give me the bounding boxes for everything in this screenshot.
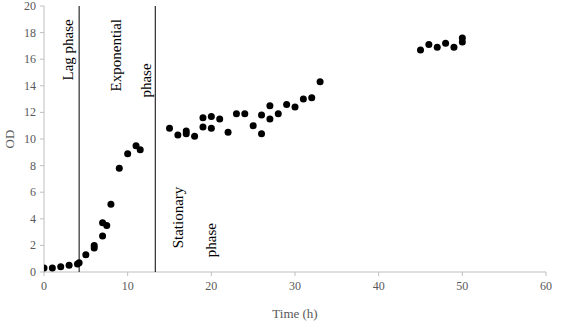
x-tick-label: 60 (540, 279, 552, 293)
x-tick-label: 40 (373, 279, 385, 293)
x-axis-label: Time (h) (272, 306, 317, 321)
y-tick-label: 2 (30, 238, 36, 252)
data-point (417, 46, 424, 53)
data-point (275, 110, 282, 117)
x-tick-label: 50 (456, 279, 468, 293)
data-point (57, 263, 64, 270)
data-point (103, 222, 110, 229)
data-point (199, 114, 206, 121)
phase-boundary (155, 6, 156, 272)
data-point (258, 112, 265, 119)
x-tick-label: 30 (289, 279, 301, 293)
data-point (166, 125, 173, 132)
y-tick-label: 14 (24, 79, 36, 93)
y-tick (40, 32, 44, 33)
x-tick (295, 272, 296, 276)
y-tick (40, 59, 44, 60)
x-tick-label: 20 (205, 279, 217, 293)
y-tick (40, 192, 44, 193)
plot-area (44, 6, 466, 272)
data-point (241, 110, 248, 117)
data-point (199, 124, 206, 131)
y-tick (40, 272, 44, 273)
y-tick-label: 10 (24, 132, 36, 146)
x-tick-label: 10 (122, 279, 134, 293)
x-tick (127, 272, 128, 276)
chart: 0 10 20 30 40 50 60 0 2 4 6 8 10 12 14 16 18 20 Time (h) OD… (0, 0, 567, 335)
data-point (434, 44, 441, 51)
y-tick-label: 8 (30, 159, 36, 173)
annotation: Lag phase (60, 19, 76, 81)
data-point (91, 242, 98, 249)
annotation: Exponential (108, 19, 124, 91)
x-tick (546, 272, 547, 276)
data-point (216, 116, 223, 123)
data-point (107, 201, 114, 208)
y-tick-label: 18 (24, 26, 36, 40)
data-point (425, 41, 432, 48)
data-point (250, 122, 257, 129)
y-tick-label: 0 (30, 265, 36, 279)
y-tick (40, 245, 44, 246)
data-point (459, 38, 466, 45)
x-tick (378, 272, 379, 276)
data-point (266, 102, 273, 109)
y-tick (40, 112, 44, 113)
data-point (137, 146, 144, 153)
data-point (183, 130, 190, 137)
data-point (82, 251, 89, 258)
data-point (191, 133, 198, 140)
annotation: phase (138, 63, 154, 97)
data-point (450, 44, 457, 51)
y-tick-label: 20 (24, 0, 36, 13)
y-axis-label: OD (2, 130, 17, 149)
y-tick (40, 6, 44, 7)
data-point (66, 262, 73, 269)
y-tick (40, 85, 44, 86)
data-point (442, 40, 449, 47)
data-point (233, 110, 240, 117)
x-tick (462, 272, 463, 276)
x-tick-label: 0 (41, 279, 47, 293)
y-tick (40, 218, 44, 219)
y-tick-label: 16 (24, 52, 36, 66)
y-tick (40, 165, 44, 166)
y-tick (40, 139, 44, 140)
data-point (266, 116, 273, 123)
data-point (300, 96, 307, 103)
data-point (99, 233, 106, 240)
data-point (208, 125, 215, 132)
phase-boundary (79, 6, 80, 272)
data-point (317, 78, 324, 85)
y-tick-label: 6 (30, 185, 36, 199)
x-tick (44, 272, 45, 276)
annotation: phase (203, 223, 219, 257)
data-point (116, 165, 123, 172)
data-point (292, 104, 299, 111)
y-tick-label: 12 (24, 105, 36, 119)
data-point (49, 265, 56, 272)
data-point (208, 113, 215, 120)
data-point (76, 259, 83, 266)
annotation: Stationary (170, 186, 186, 248)
data-point (44, 265, 48, 272)
x-tick (211, 272, 212, 276)
data-point (174, 132, 181, 139)
data-point (308, 94, 315, 101)
data-point (124, 150, 131, 157)
data-point (225, 129, 232, 136)
data-point (258, 130, 265, 137)
data-point (283, 101, 290, 108)
y-tick-label: 4 (30, 212, 36, 226)
